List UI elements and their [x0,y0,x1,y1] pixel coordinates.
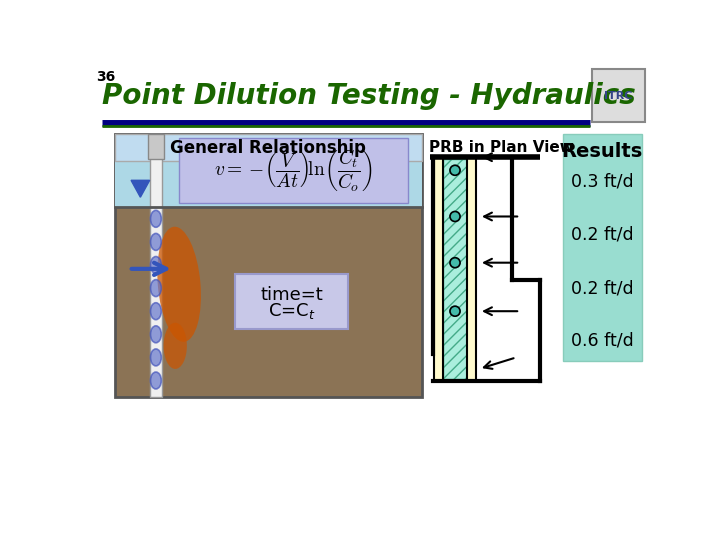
Ellipse shape [150,372,161,389]
Text: 0.2 ft/d: 0.2 ft/d [571,279,634,297]
FancyBboxPatch shape [235,274,348,329]
Text: 0.2 ft/d: 0.2 ft/d [571,225,634,243]
Text: ITRC: ITRC [604,91,633,100]
Ellipse shape [150,256,161,273]
Circle shape [450,306,460,316]
Text: time=t: time=t [260,286,323,305]
Ellipse shape [150,326,161,343]
Bar [148,134,163,159]
FancyBboxPatch shape [593,70,645,122]
Ellipse shape [150,210,161,227]
Bar [444,159,467,379]
Circle shape [450,165,460,176]
Bar [114,134,422,207]
Text: 0.3 ft/d: 0.3 ft/d [571,173,634,191]
Ellipse shape [150,349,161,366]
Ellipse shape [150,233,161,251]
Text: 0.6 ft/d: 0.6 ft/d [571,332,634,349]
Bar [150,134,162,397]
Bar [114,134,422,161]
Text: C=C$_t$: C=C$_t$ [268,301,315,321]
Ellipse shape [150,303,161,320]
Text: Point Dilution Testing - Hydraulics: Point Dilution Testing - Hydraulics [102,82,635,110]
Bar [434,159,444,379]
Circle shape [450,212,460,221]
Circle shape [450,258,460,268]
Text: $v = -\!\left(\dfrac{V}{At}\right)\!\ln\!\left(\dfrac{C_t}{C_o}\right)$: $v = -\!\left(\dfrac{V}{At}\right)\!\ln\… [215,147,373,194]
Bar [563,134,642,361]
Ellipse shape [150,280,161,296]
Bar [114,134,422,397]
Text: PRB in Plan View: PRB in Plan View [428,140,574,154]
Text: General Relationship: General Relationship [171,139,366,157]
Text: 36: 36 [96,70,115,84]
Bar [179,138,408,204]
Polygon shape [131,180,150,197]
Text: Results: Results [562,141,643,160]
Bar [467,159,476,379]
Ellipse shape [163,323,187,369]
Ellipse shape [157,227,201,342]
